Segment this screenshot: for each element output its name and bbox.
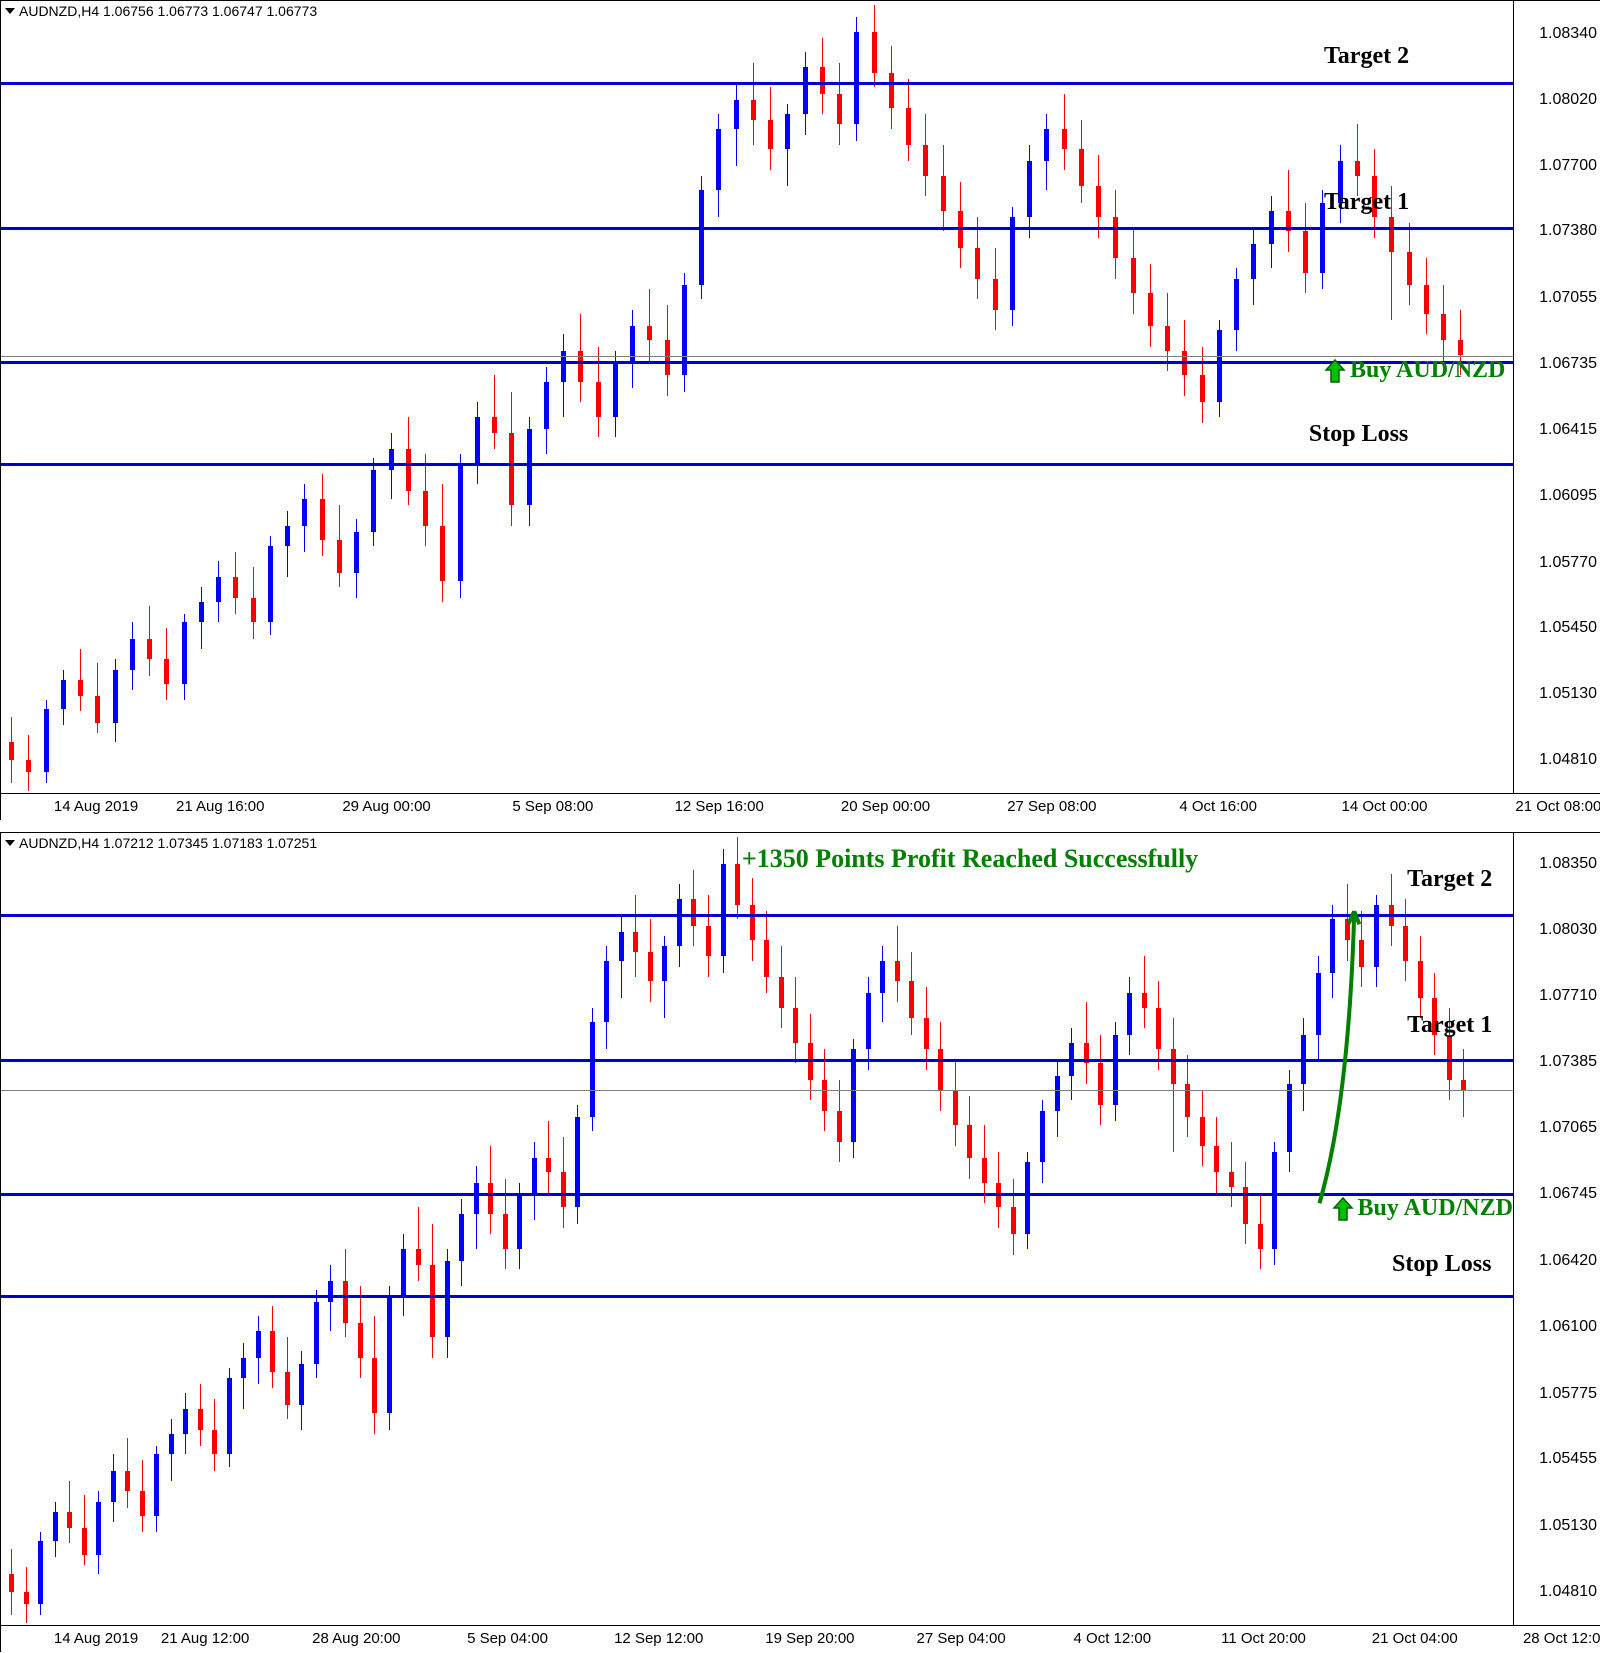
y-tick: 1.08350	[1539, 855, 1597, 873]
buy-signal-label: Buy AUD/NZD	[1332, 1195, 1513, 1222]
y-tick: 1.06745	[1539, 1185, 1597, 1203]
x-tick: 27 Sep 08:00	[1007, 798, 1096, 815]
chart-header: AUDNZD,H4 1.06756 1.06773 1.06747 1.0677…	[5, 3, 317, 19]
profit-label: +1350 Points Profit Reached Successfully	[742, 844, 1198, 874]
x-tick: 12 Sep 12:00	[614, 1630, 703, 1647]
hline-current	[1, 1090, 1513, 1091]
x-axis: 14 Aug 2019 21 Aug 12:00 28 Aug 20:00 5 Sep…	[1, 1625, 1600, 1653]
hline-buy	[1, 361, 1513, 364]
label-stop-loss: Stop Loss	[1392, 1251, 1491, 1278]
chart-title: AUDNZD,H4 1.06756 1.06773 1.06747 1.0677…	[19, 3, 317, 19]
y-tick: 1.06735	[1539, 355, 1597, 373]
y-tick: 1.04810	[1539, 751, 1597, 769]
label-target-1: Target 1	[1407, 1012, 1492, 1039]
hline-buy	[1, 1193, 1513, 1196]
y-tick: 1.07700	[1539, 157, 1597, 175]
x-tick: 4 Oct 16:00	[1179, 798, 1257, 815]
x-tick: 5 Sep 08:00	[512, 798, 593, 815]
hline-target2	[1, 914, 1513, 917]
x-tick: 4 Oct 12:00	[1074, 1630, 1152, 1647]
arrow-up-icon	[1332, 1196, 1354, 1222]
chart-header: AUDNZD,H4 1.07212 1.07345 1.07183 1.0725…	[5, 835, 317, 851]
y-tick: 1.05770	[1539, 554, 1597, 572]
y-tick: 1.07710	[1539, 987, 1597, 1005]
plot-area[interactable]: Target 2 Target 1 Stop Loss Buy AUD/NZD +135…	[1, 833, 1513, 1625]
y-tick: 1.05775	[1539, 1385, 1597, 1403]
y-tick: 1.05130	[1539, 1517, 1597, 1535]
y-tick: 1.06415	[1539, 421, 1597, 439]
y-tick: 1.06095	[1539, 487, 1597, 505]
hline-current	[1, 356, 1513, 357]
hline-target1	[1, 227, 1513, 230]
x-tick: 21 Oct 04:00	[1372, 1630, 1458, 1647]
y-axis: 1.08340 1.08020 1.07700 1.07380 1.07055 1.067…	[1513, 1, 1600, 793]
y-tick: 1.08030	[1539, 921, 1597, 939]
label-target-2: Target 2	[1324, 43, 1409, 70]
x-axis: 14 Aug 2019 21 Aug 16:00 29 Aug 00:00 5 Sep…	[1, 793, 1600, 821]
x-tick: 12 Sep 16:00	[675, 798, 764, 815]
x-tick: 11 Oct 20:00	[1221, 1630, 1306, 1647]
profit-arrow-icon	[1, 833, 1513, 1625]
hline-stoploss	[1, 463, 1513, 466]
hline-target1	[1, 1059, 1513, 1062]
x-tick: 27 Sep 04:00	[916, 1630, 1005, 1647]
chart-panel-2: AUDNZD,H4 1.07212 1.07345 1.07183 1.0725…	[0, 832, 1600, 1652]
y-axis: 1.08350 1.08030 1.07710 1.07385 1.07065 1.067…	[1513, 833, 1600, 1625]
hline-target2	[1, 82, 1513, 85]
x-tick: 21 Aug 16:00	[176, 798, 264, 815]
x-tick: 14 Oct 00:00	[1342, 798, 1428, 815]
y-tick: 1.08340	[1539, 25, 1597, 43]
y-tick: 1.08020	[1539, 91, 1597, 109]
chart-panel-1: AUDNZD,H4 1.06756 1.06773 1.06747 1.0677…	[0, 0, 1600, 820]
y-tick: 1.07385	[1539, 1053, 1597, 1071]
y-tick: 1.05450	[1539, 619, 1597, 637]
y-tick: 1.05455	[1539, 1450, 1597, 1468]
chart-title: AUDNZD,H4 1.07212 1.07345 1.07183 1.0725…	[19, 835, 317, 851]
buy-signal-label: Buy AUD/NZD	[1324, 357, 1505, 384]
y-tick: 1.06100	[1539, 1318, 1597, 1336]
hline-stoploss	[1, 1295, 1513, 1298]
plot-area[interactable]: Target 2 Target 1 Stop Loss Buy AUD/NZD	[1, 1, 1513, 793]
x-tick: 14 Aug 2019	[54, 1630, 138, 1647]
x-tick: 21 Aug 12:00	[161, 1630, 249, 1647]
x-tick: 28 Oct 12:00	[1523, 1630, 1600, 1647]
label-target-1: Target 1	[1324, 189, 1409, 216]
dropdown-icon[interactable]	[5, 8, 15, 14]
label-target-2: Target 2	[1407, 866, 1492, 893]
y-tick: 1.07065	[1539, 1119, 1597, 1137]
x-tick: 29 Aug 00:00	[342, 798, 430, 815]
x-tick: 19 Sep 20:00	[765, 1630, 854, 1647]
y-tick: 1.06420	[1539, 1252, 1597, 1270]
label-stop-loss: Stop Loss	[1309, 421, 1408, 448]
y-tick: 1.07380	[1539, 222, 1597, 240]
y-tick: 1.07055	[1539, 289, 1597, 307]
x-tick: 20 Sep 00:00	[841, 798, 930, 815]
arrow-up-icon	[1324, 358, 1346, 384]
x-tick: 28 Aug 20:00	[312, 1630, 400, 1647]
x-tick: 14 Aug 2019	[54, 798, 138, 815]
x-tick: 5 Sep 04:00	[467, 1630, 548, 1647]
y-tick: 1.05130	[1539, 685, 1597, 703]
x-tick: 21 Oct 08:00	[1515, 798, 1600, 815]
y-tick: 1.04810	[1539, 1583, 1597, 1601]
dropdown-icon[interactable]	[5, 840, 15, 846]
